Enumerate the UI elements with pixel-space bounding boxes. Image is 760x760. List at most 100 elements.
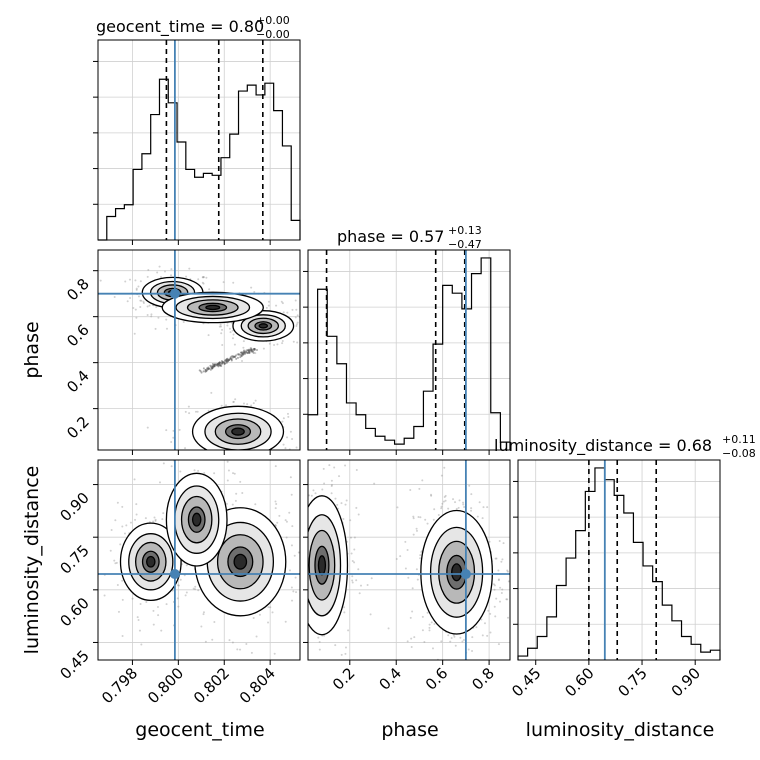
sample-point [440, 507, 443, 510]
title-luminosity-distance-plus: +0.11 [722, 433, 756, 446]
sample-point [129, 296, 132, 299]
sample-point [162, 462, 165, 465]
sample-point [269, 606, 272, 609]
sample-point [317, 636, 320, 639]
hist-luminosity_distance-bg [518, 460, 720, 660]
sample-point [202, 367, 205, 370]
sample-point [230, 359, 233, 362]
sample-point [330, 479, 333, 482]
sample-point [132, 306, 135, 309]
sample-point [208, 288, 211, 291]
sample-point [476, 515, 479, 518]
sample-point [334, 497, 337, 500]
sample-point [176, 584, 179, 587]
tick-label-x-luminosity_distance: 0.45 [508, 664, 544, 700]
sample-point [202, 370, 205, 373]
sample-point [278, 514, 281, 517]
ylabel-luminosity-distance: luminosity_distance [21, 466, 43, 655]
sample-point [345, 499, 348, 502]
sample-point [188, 412, 191, 415]
hist-step-luminosity_distance [517, 467, 721, 660]
sample-point [351, 581, 354, 584]
sample-point [344, 646, 347, 649]
tick-label-x-geocent_time: 0.798 [98, 664, 141, 707]
sample-point [423, 641, 426, 644]
sample-point [281, 420, 284, 423]
sample-point [457, 506, 460, 509]
sample-point [239, 353, 242, 356]
sample-point [237, 353, 240, 356]
sample-point [140, 643, 143, 646]
sample-point [291, 437, 294, 440]
sample-point [344, 503, 347, 506]
sample-point [454, 501, 457, 504]
sample-point [185, 564, 188, 567]
sample-point [421, 615, 424, 618]
sample-point [387, 627, 390, 630]
sample-point [428, 623, 431, 626]
sample-point [432, 518, 435, 521]
sample-point [357, 513, 360, 516]
sample-point [404, 540, 407, 543]
sample-point [488, 540, 491, 543]
sample-point [454, 644, 457, 647]
sample-point [344, 464, 347, 467]
sample-point [142, 300, 145, 303]
sample-point [267, 304, 270, 307]
sample-point [156, 271, 159, 274]
sample-point [501, 588, 504, 591]
sample-point [188, 267, 191, 270]
sample-point [235, 357, 238, 360]
sample-point [275, 304, 278, 307]
sample-point [406, 549, 409, 552]
sample-point [443, 495, 446, 498]
sample-point [493, 605, 496, 608]
sample-point [470, 493, 473, 496]
sample-point [225, 358, 228, 361]
sample-point [201, 276, 204, 279]
sample-point [203, 472, 206, 475]
sample-point [338, 475, 341, 478]
sample-point [282, 443, 285, 446]
sample-point [282, 417, 285, 420]
sample-point [440, 474, 443, 477]
sample-point [121, 525, 124, 528]
tick-label-x-phase: 0.4 [375, 664, 405, 694]
title-phase-plus: +0.13 [448, 224, 482, 237]
sample-point [114, 562, 117, 565]
sample-point [241, 353, 244, 356]
sample-point [213, 472, 216, 475]
sample-point [152, 609, 155, 612]
sample-point [343, 606, 346, 609]
sample-point [437, 513, 440, 516]
sample-point [197, 469, 200, 472]
sample-point [428, 626, 431, 629]
sample-point [293, 554, 296, 557]
sample-point [461, 640, 464, 643]
sample-point [267, 606, 270, 609]
sample-point [447, 507, 450, 510]
sample-point [243, 352, 246, 355]
sample-point [197, 589, 200, 592]
sample-point [342, 517, 345, 520]
sample-point [258, 613, 261, 616]
sample-point [419, 516, 422, 519]
sample-point [297, 551, 300, 554]
sample-point [219, 363, 222, 366]
title-phase-minus: −0.47 [448, 238, 482, 251]
hist-step-geocent_time [98, 78, 301, 241]
contour-level [205, 304, 221, 311]
sample-point [233, 472, 236, 475]
sample-point [357, 568, 360, 571]
hist-step-phase [307, 257, 511, 450]
sample-point [318, 640, 321, 643]
sample-point [489, 612, 492, 615]
hist-luminosity_distance: 0.45 0.60 0.75 0.90 [508, 459, 721, 700]
sample-point [99, 279, 102, 282]
sample-point [494, 557, 497, 560]
sample-point [114, 519, 117, 522]
sample-point [223, 363, 226, 366]
sample-point [274, 507, 277, 510]
tick-label-y-phase: 0.4 [63, 367, 93, 397]
sample-point [184, 594, 187, 597]
